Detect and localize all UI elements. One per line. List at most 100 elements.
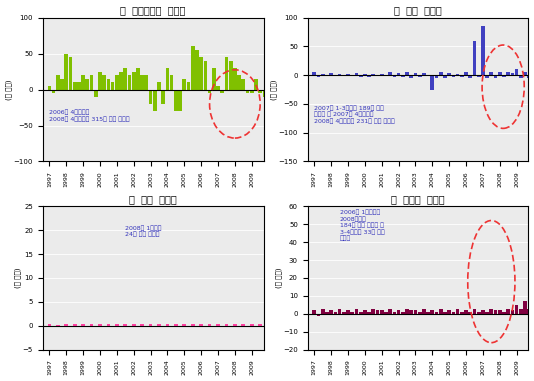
Bar <box>363 311 367 314</box>
Bar <box>351 325 355 326</box>
Bar <box>329 311 333 314</box>
Bar <box>485 312 489 314</box>
Bar <box>346 311 350 314</box>
Bar <box>452 312 456 314</box>
Bar <box>107 323 110 326</box>
Title: 미  공채  순매입: 미 공채 순매입 <box>394 6 442 16</box>
Bar <box>430 75 434 90</box>
Bar <box>447 311 451 314</box>
Bar <box>166 324 169 326</box>
Bar <box>392 312 396 314</box>
Bar <box>183 324 186 326</box>
Bar <box>148 90 152 104</box>
Bar <box>157 82 161 90</box>
Bar <box>355 74 358 75</box>
Bar <box>85 79 89 90</box>
Bar <box>464 72 468 75</box>
Bar <box>456 74 459 75</box>
Bar <box>337 309 341 314</box>
Bar <box>313 90 317 97</box>
Bar <box>233 68 237 90</box>
Bar <box>52 326 56 327</box>
Bar <box>439 72 443 75</box>
Bar <box>498 72 501 75</box>
Bar <box>279 326 283 327</box>
Bar <box>191 323 194 326</box>
Bar <box>313 326 317 327</box>
Bar <box>241 323 245 326</box>
Bar <box>254 79 258 90</box>
Bar <box>132 325 136 326</box>
Bar <box>309 90 312 147</box>
Bar <box>364 326 367 327</box>
Bar <box>439 309 443 314</box>
Bar <box>350 312 354 314</box>
Bar <box>292 90 296 125</box>
Bar <box>258 323 262 326</box>
Bar <box>317 75 320 77</box>
Bar <box>430 311 434 314</box>
Bar <box>468 312 472 314</box>
Bar <box>103 75 106 90</box>
Bar <box>183 79 186 90</box>
Bar <box>443 75 447 78</box>
Bar <box>148 323 152 326</box>
Bar <box>237 75 241 90</box>
Bar <box>145 75 148 90</box>
Bar <box>410 311 413 314</box>
Bar <box>103 326 106 327</box>
Bar <box>317 314 320 316</box>
Bar <box>145 326 148 327</box>
Bar <box>347 323 350 326</box>
Bar <box>65 54 68 90</box>
Bar <box>119 326 123 327</box>
Bar <box>435 75 438 78</box>
Bar <box>397 74 400 75</box>
Bar <box>263 90 266 97</box>
Bar <box>266 90 270 93</box>
Bar <box>490 72 493 75</box>
Bar <box>490 309 493 314</box>
Bar <box>195 50 199 90</box>
Y-axis label: (억 달러): (억 달러) <box>275 268 281 288</box>
Bar <box>334 75 337 76</box>
Y-axis label: (억 달러): (억 달러) <box>5 79 12 100</box>
Bar <box>225 57 229 90</box>
Bar <box>355 326 359 327</box>
Bar <box>418 75 421 77</box>
Bar <box>288 326 292 327</box>
Bar <box>460 75 464 77</box>
Bar <box>515 305 519 314</box>
Bar <box>140 324 144 326</box>
Bar <box>136 68 140 90</box>
Bar <box>111 326 114 327</box>
Bar <box>119 72 123 90</box>
Bar <box>326 211 329 326</box>
Bar <box>359 90 363 93</box>
Bar <box>203 61 207 90</box>
Bar <box>317 319 321 326</box>
Bar <box>56 75 60 90</box>
Bar <box>523 301 527 314</box>
Bar <box>376 311 379 314</box>
Bar <box>203 326 207 327</box>
Bar <box>317 90 321 97</box>
Bar <box>208 90 211 93</box>
Bar <box>305 326 308 327</box>
Bar <box>376 75 379 76</box>
Bar <box>225 323 229 326</box>
Bar <box>254 326 258 327</box>
Bar <box>435 312 438 314</box>
Bar <box>153 90 156 111</box>
Bar <box>528 75 531 78</box>
Title: 미  중장기국채  순매입: 미 중장기국채 순매입 <box>120 6 186 16</box>
Bar <box>325 75 329 76</box>
Bar <box>405 72 409 75</box>
Bar <box>380 74 383 75</box>
Bar <box>343 321 347 326</box>
Bar <box>325 312 329 314</box>
Bar <box>342 75 345 76</box>
Bar <box>468 75 472 78</box>
Bar <box>372 74 375 75</box>
Bar <box>477 75 481 77</box>
